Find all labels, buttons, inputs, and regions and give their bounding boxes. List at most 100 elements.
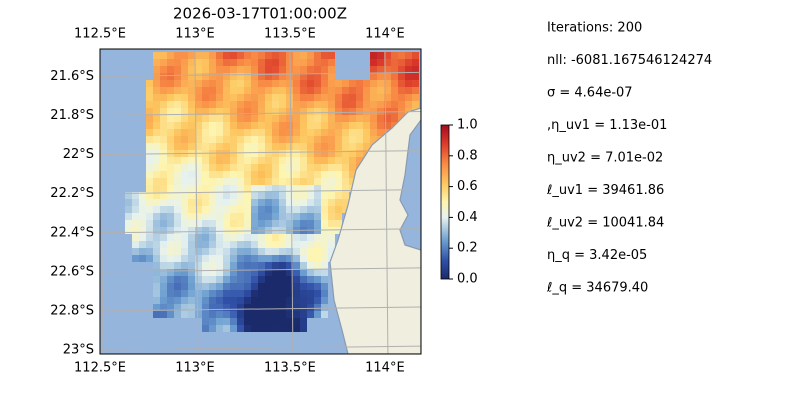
heat-cell [328,164,335,171]
heat-cell [356,157,363,164]
heat-cell [230,80,237,87]
heat-cell [244,157,251,164]
heat-cell [384,80,391,87]
heat-cell [405,66,412,73]
heat-cell [265,290,272,297]
heat-cell [293,150,300,157]
heat-cell [181,192,188,199]
heat-cell [363,122,370,129]
heat-cell [216,227,223,234]
heat-cell [244,178,251,185]
heat-cell [265,143,272,150]
grid-line [194,49,199,354]
heat-cell [328,122,335,129]
heat-cell [237,311,244,318]
heat-cell [181,87,188,94]
heat-cell [244,283,251,290]
heat-cell [202,80,209,87]
heat-cell [314,108,321,115]
heat-cell [272,213,279,220]
heat-cell [314,143,321,150]
heat-cell [251,59,258,66]
heat-cell [279,255,286,262]
heat-cell [160,185,167,192]
heat-cell [370,108,377,115]
heat-cell [216,206,223,213]
heat-cell [230,304,237,311]
heat-cell [258,199,265,206]
heat-cell [202,192,209,199]
heat-cell [258,115,265,122]
heat-cell [307,290,314,297]
heat-cell [265,199,272,206]
heat-cell [314,304,321,311]
heat-cell [174,220,181,227]
heat-cell [167,122,174,129]
heat-cell [384,59,391,66]
heat-cell [209,101,216,108]
colorbar-tick-label: 1.0 [457,118,478,133]
heat-cell [258,122,265,129]
heat-cell [314,178,321,185]
grid-line [100,110,421,116]
heat-cell [279,220,286,227]
heat-cell [223,143,230,150]
heat-cell [349,129,356,136]
heat-cell [279,178,286,185]
heat-cell [272,108,279,115]
heat-cell [125,192,132,199]
heat-cell [216,122,223,129]
heat-cell [237,304,244,311]
heat-cell [223,255,230,262]
heat-cell [279,206,286,213]
heat-cell [181,290,188,297]
heat-cell [160,73,167,80]
heat-cell [132,220,139,227]
lon-tick-label: 113°E [175,361,215,376]
heat-cell [286,164,293,171]
heat-cell [412,101,419,108]
heat-cell [279,115,286,122]
heat-cell [342,206,349,213]
heat-cell [188,276,195,283]
heat-cell [307,150,314,157]
heat-cell [265,185,272,192]
heat-cell [258,66,265,73]
heat-cell [258,52,265,59]
heat-cell [209,276,216,283]
heat-cell [202,262,209,269]
heat-cell [230,87,237,94]
colorbar-tick-label: 0.4 [457,210,478,225]
heat-cell [321,73,328,80]
heat-cell [258,269,265,276]
heat-cell [398,73,405,80]
heat-cell [223,248,230,255]
heat-cell [265,220,272,227]
heat-cell [230,73,237,80]
heat-cell [300,311,307,318]
heat-cell [202,276,209,283]
heat-cell [153,213,160,220]
heat-cell [160,241,167,248]
heat-cell [405,87,412,94]
heat-cell [188,255,195,262]
heat-cell [293,143,300,150]
lon-tick-label: 113.5°E [264,27,316,42]
heat-cell [230,276,237,283]
heat-cell [146,227,153,234]
heat-cell [293,276,300,283]
heat-cell [300,213,307,220]
heat-cell [370,59,377,66]
heat-cell [265,311,272,318]
heat-cell [272,290,279,297]
heat-cell [272,122,279,129]
heat-cell [132,241,139,248]
heat-cell [293,178,300,185]
heat-cell [307,171,314,178]
heat-cell [307,108,314,115]
heat-cell [335,115,342,122]
heat-cell [314,101,321,108]
heat-cell [279,73,286,80]
heat-cell [279,304,286,311]
heat-cell [181,66,188,73]
